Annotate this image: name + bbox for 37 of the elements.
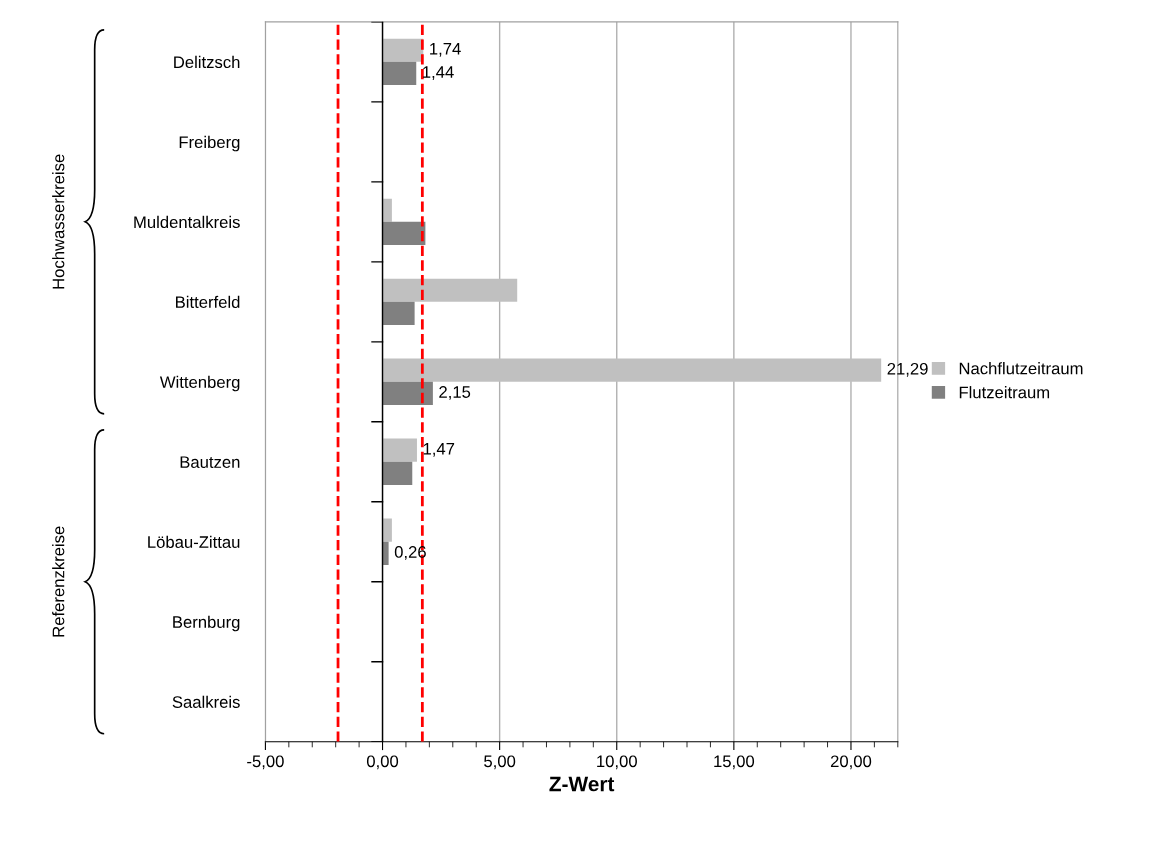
y-tick-label: Saalkreis	[172, 695, 240, 708]
y-tick-label: Delitzsch	[174, 55, 240, 69]
text: Referenzkreise	[52, 526, 65, 637]
legend-label: Flutzeitraum	[959, 386, 1050, 399]
data-label: 1,74	[430, 43, 461, 57]
x-tick-label: 5,00	[484, 755, 516, 770]
y-tick-label: Freiberg	[179, 135, 240, 152]
y-tick-label: Muldentalkreis	[134, 215, 240, 229]
text: Hochwasserkreise	[52, 154, 65, 289]
x-tick-label: 10,00	[597, 755, 637, 770]
bar	[382, 461, 413, 485]
data-label: 2,15	[439, 386, 471, 400]
bar	[382, 301, 415, 326]
bar	[382, 381, 433, 406]
y-tick-label: Bautzen	[180, 456, 240, 469]
y-tick-label: Wittenberg	[159, 375, 240, 392]
data-label: 21,29	[887, 362, 928, 377]
bar	[382, 438, 417, 462]
x-tick-label: 15,00	[714, 755, 755, 770]
x-tick-label: -5,00	[247, 755, 284, 770]
legend-label: Nachflutzeitraum	[959, 362, 1083, 375]
x-tick-label: 20,00	[830, 755, 872, 770]
x-axis-title: Z-Wert	[549, 776, 615, 792]
bar	[382, 198, 392, 222]
data-label: 0,26	[394, 546, 426, 560]
y-tick-label: Löbau-Zittau	[148, 535, 240, 548]
y-tick-label: Bernburg	[173, 615, 240, 632]
bar	[382, 518, 392, 542]
data-label: 1,47	[423, 443, 455, 457]
y-tick-label: Bitterfeld	[176, 295, 240, 309]
x-tick-label: 0,00	[366, 755, 399, 770]
bar	[382, 61, 417, 86]
bar	[382, 38, 424, 62]
bar	[382, 278, 518, 302]
bar	[382, 221, 426, 246]
bar	[382, 541, 389, 565]
bar	[382, 358, 882, 382]
